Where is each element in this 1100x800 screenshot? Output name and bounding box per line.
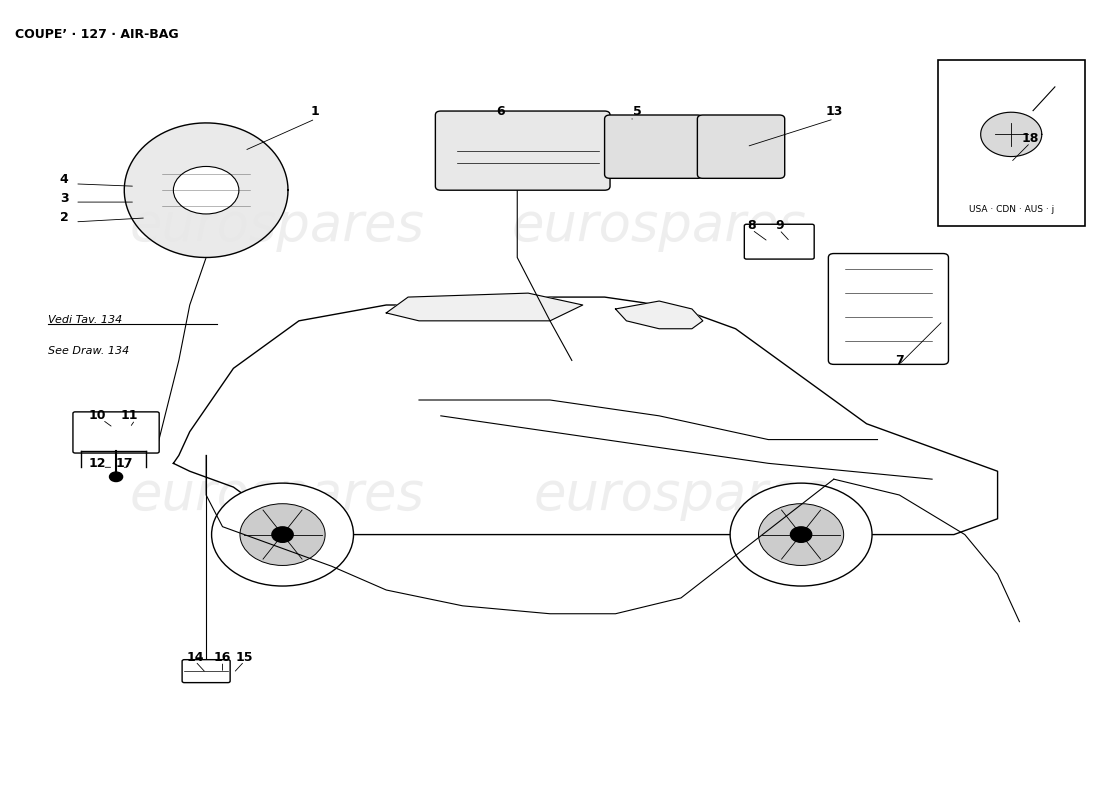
Circle shape	[240, 504, 326, 566]
Circle shape	[730, 483, 872, 586]
Polygon shape	[174, 297, 998, 534]
Text: eurospares: eurospares	[534, 469, 828, 521]
Text: 18: 18	[1022, 132, 1040, 146]
Text: 10: 10	[88, 410, 106, 422]
FancyBboxPatch shape	[73, 412, 160, 453]
Text: 15: 15	[235, 650, 253, 664]
Text: 9: 9	[774, 219, 783, 232]
Text: 16: 16	[213, 650, 231, 664]
Text: 7: 7	[895, 354, 904, 367]
FancyBboxPatch shape	[697, 115, 784, 178]
Text: See Draw. 134: See Draw. 134	[47, 346, 129, 357]
Text: eurospares: eurospares	[130, 200, 425, 252]
Circle shape	[174, 166, 239, 214]
Text: 3: 3	[59, 192, 68, 205]
FancyBboxPatch shape	[937, 59, 1085, 226]
Text: 5: 5	[632, 105, 641, 118]
Text: COUPE’ · 127 · AIR-BAG: COUPE’ · 127 · AIR-BAG	[15, 28, 178, 41]
FancyBboxPatch shape	[436, 111, 610, 190]
Polygon shape	[124, 123, 288, 258]
Text: 13: 13	[825, 105, 843, 118]
Text: 12: 12	[88, 457, 106, 470]
FancyBboxPatch shape	[745, 224, 814, 259]
Text: Vedi Tav. 134: Vedi Tav. 134	[47, 314, 122, 325]
Text: 6: 6	[496, 105, 505, 118]
Text: 14: 14	[187, 650, 204, 664]
Text: 2: 2	[59, 211, 68, 225]
Circle shape	[759, 504, 844, 566]
Circle shape	[211, 483, 353, 586]
Circle shape	[272, 527, 294, 542]
FancyBboxPatch shape	[183, 660, 230, 682]
Circle shape	[791, 527, 812, 542]
Polygon shape	[616, 301, 703, 329]
Text: 8: 8	[748, 219, 757, 232]
Circle shape	[110, 472, 122, 482]
FancyBboxPatch shape	[605, 115, 703, 178]
Polygon shape	[981, 112, 1042, 157]
Text: 17: 17	[116, 457, 133, 470]
Text: 1: 1	[311, 105, 320, 118]
Text: eurospares: eurospares	[512, 200, 806, 252]
Text: eurospares: eurospares	[130, 469, 425, 521]
Text: 11: 11	[121, 410, 139, 422]
FancyBboxPatch shape	[828, 254, 948, 364]
Polygon shape	[386, 293, 583, 321]
Text: USA · CDN · AUS · j: USA · CDN · AUS · j	[969, 205, 1054, 214]
Text: 4: 4	[59, 174, 68, 186]
